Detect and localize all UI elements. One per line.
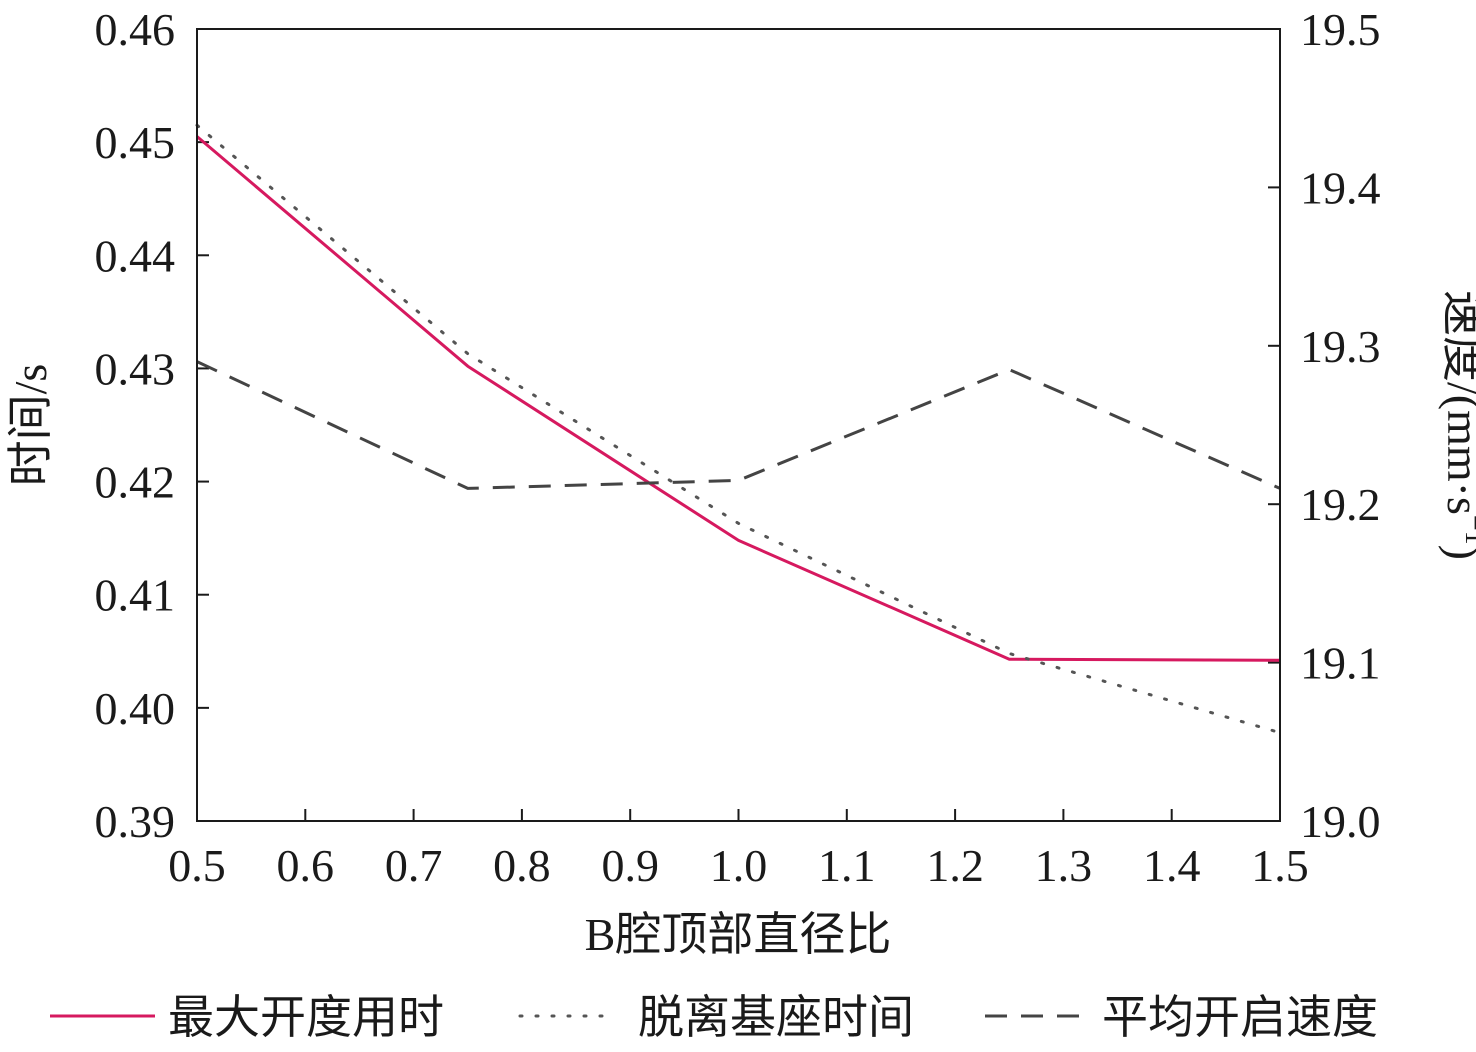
y-left-tick-label: 0.45 (95, 117, 176, 168)
series-line-1 (196, 135, 1281, 662)
x-tick-label: 1.0 (710, 840, 768, 891)
y-right-tick-label: 19.5 (1300, 4, 1381, 55)
x-tick-label: 1.5 (1251, 840, 1309, 891)
y-right-tick-label: 19.4 (1300, 162, 1381, 213)
y-left-tick-label: 0.43 (95, 343, 176, 394)
plot-frame (196, 28, 1281, 822)
legend-label-series-3: 平均开启速度 (1102, 992, 1378, 1043)
x-tick-label: 0.5 (168, 840, 226, 891)
legend: 最大开度用时 脱离基座时间 平均开启速度 (50, 992, 1378, 1043)
ticks-layer: 0.5 0.6 0.7 0.8 0.9 1.0 1.1 1.2 1.3 1.4 1.5 0.39 0.4… (95, 4, 1381, 891)
y-right-tick-label: 19.2 (1300, 479, 1381, 530)
x-axis-label: B腔顶部直径比 (585, 909, 892, 960)
y-left-tick-label: 0.44 (95, 230, 176, 281)
legend-label-series-2: 脱离基座时间 (638, 992, 914, 1043)
x-tick-label: 0.7 (385, 840, 443, 891)
x-tick-label: 0.8 (493, 840, 551, 891)
legend-label-series-1: 最大开度用时 (168, 992, 444, 1043)
y-right-tick-label: 19.0 (1300, 796, 1381, 847)
y-left-tick-label: 0.46 (95, 4, 176, 55)
y-right-tick-label: 19.1 (1300, 638, 1381, 689)
x-tick-label: 1.2 (926, 840, 984, 891)
y-axis-left-label: 时间/s (5, 364, 56, 487)
x-tick-label: 0.9 (601, 840, 659, 891)
series-layer (195, 123, 1282, 735)
x-tick-label: 0.6 (277, 840, 335, 891)
x-tick-label: 1.3 (1035, 840, 1093, 891)
y-left-tick-label: 0.41 (95, 570, 176, 621)
series-line-2 (195, 123, 1282, 735)
x-tick-label: 1.1 (818, 840, 876, 891)
y-axis-right-label: 速度/(mm·s−1) (1438, 290, 1476, 560)
y-left-tick-label: 0.39 (95, 796, 176, 847)
x-tick-label: 1.4 (1143, 840, 1201, 891)
y-axis-right-label-main: 速度/(mm·s (1438, 290, 1476, 515)
y-axis-right-label-close: ) (1438, 545, 1476, 560)
series-line-3 (196, 360, 1281, 490)
y-axis-right-label-sup: −1 (1459, 515, 1476, 545)
y-left-tick-label: 0.40 (95, 683, 176, 734)
y-left-tick-label: 0.42 (95, 457, 176, 508)
y-right-tick-label: 19.3 (1300, 321, 1381, 372)
